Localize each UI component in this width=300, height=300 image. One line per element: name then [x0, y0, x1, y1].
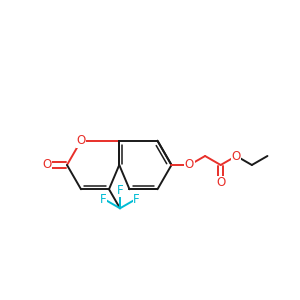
Text: O: O — [216, 176, 225, 190]
Text: F: F — [117, 184, 123, 197]
Text: O: O — [185, 158, 194, 172]
Text: O: O — [232, 149, 241, 163]
Text: F: F — [100, 193, 107, 206]
Text: O: O — [76, 134, 85, 147]
Text: O: O — [42, 158, 52, 172]
Text: F: F — [133, 193, 140, 206]
